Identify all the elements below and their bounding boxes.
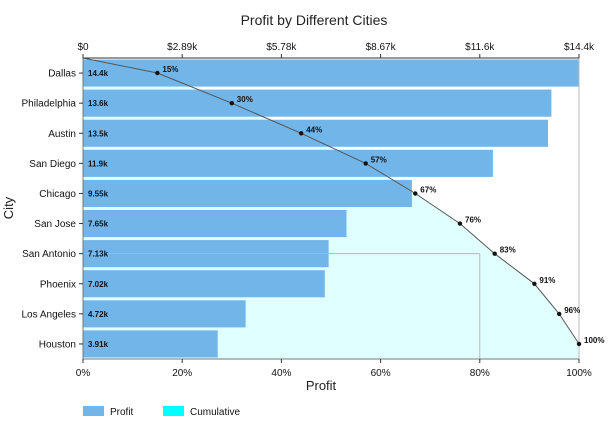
cumulative-label: 76% <box>465 216 481 225</box>
bar-value-label: 3.91k <box>88 340 109 349</box>
cumulative-label: 30% <box>237 95 253 104</box>
cumulative-point <box>299 131 304 136</box>
x-axis-title: Profit <box>306 378 337 393</box>
category-label: San Diego <box>29 159 76 170</box>
legend-label-profit: Profit <box>110 407 134 418</box>
cumulative-point <box>532 281 537 286</box>
bottom-axis-tick-label: 40% <box>271 368 291 379</box>
top-axis-tick-label: $14.4k <box>564 42 595 53</box>
bar-san-diego <box>83 149 493 177</box>
category-label: Philadelphia <box>22 99 77 110</box>
legend: Profit Cumulative <box>83 406 240 418</box>
bottom-axis-tick-label: 80% <box>470 368 490 379</box>
legend-label-cumulative: Cumulative <box>190 407 240 418</box>
cumulative-label: 83% <box>500 246 516 255</box>
bar-value-label: 13.6k <box>88 99 109 108</box>
top-axis-tick-label: $5.78k <box>266 42 297 53</box>
top-axis-tick-label: $2.89k <box>167 42 198 53</box>
cumulative-point <box>363 161 368 166</box>
bottom-axis-tick-label: 60% <box>371 368 391 379</box>
bottom-axis-tick-label: 20% <box>172 368 192 379</box>
cumulative-label: 96% <box>564 306 580 315</box>
category-label: Austin <box>48 129 76 140</box>
bar-value-label: 4.72k <box>88 310 109 319</box>
bottom-axis-tick-label: 0% <box>76 368 91 379</box>
bar-chicago <box>83 179 412 207</box>
legend-swatch-profit <box>83 406 104 416</box>
cumulative-point <box>576 341 582 347</box>
category-label: Dallas <box>48 69 76 80</box>
cumulative-point <box>492 251 497 256</box>
cumulative-point <box>457 221 463 226</box>
bottom-axis-tick-label: 100% <box>566 368 592 379</box>
bar-value-label: 14.4k <box>88 69 109 78</box>
bar-dallas <box>83 59 579 87</box>
bar-value-label: 7.02k <box>88 280 109 289</box>
category-label: Chicago <box>39 189 76 200</box>
bar-value-label: 11.9k <box>88 159 108 168</box>
cumulative-point <box>229 101 234 106</box>
cumulative-label: 100% <box>584 336 604 345</box>
legend-swatch-cumulative <box>163 406 184 416</box>
bar-philadelphia <box>83 89 552 117</box>
bar-value-label: 9.55k <box>88 190 109 199</box>
category-label: Houston <box>39 339 76 350</box>
cumulative-label: 44% <box>306 125 322 134</box>
bar-phoenix <box>83 270 325 298</box>
category-label: Phoenix <box>40 279 76 290</box>
category-label: San Antonio <box>22 249 76 260</box>
y-axis-title: City <box>1 196 16 219</box>
cumulative-label: 67% <box>420 186 436 195</box>
chart-title: Profit by Different Cities <box>241 12 388 28</box>
bar-houston <box>83 330 218 358</box>
bar-value-label: 7.13k <box>88 250 109 259</box>
cumulative-point <box>155 70 160 76</box>
category-label: San Jose <box>34 219 76 230</box>
category-label: Los Angeles <box>22 309 77 320</box>
bar-value-label: 13.5k <box>88 129 109 138</box>
cumulative-point <box>413 191 418 196</box>
cumulative-label: 57% <box>371 155 387 164</box>
bar-austin <box>83 119 548 147</box>
top-axis-tick-label: $11.6k <box>465 42 495 53</box>
cumulative-label: 15% <box>162 65 178 74</box>
cumulative-point <box>557 311 562 317</box>
cumulative-label: 91% <box>539 276 555 285</box>
bar-value-label: 7.65k <box>88 220 109 229</box>
top-axis-tick-label: $8.67k <box>366 42 397 53</box>
top-axis-tick-label: $0 <box>77 42 89 53</box>
bar-los-angeles <box>83 300 246 328</box>
bar-san-jose <box>83 210 347 238</box>
